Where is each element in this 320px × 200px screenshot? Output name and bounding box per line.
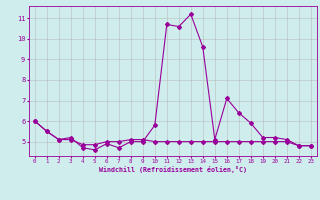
X-axis label: Windchill (Refroidissement éolien,°C): Windchill (Refroidissement éolien,°C) xyxy=(99,166,247,173)
